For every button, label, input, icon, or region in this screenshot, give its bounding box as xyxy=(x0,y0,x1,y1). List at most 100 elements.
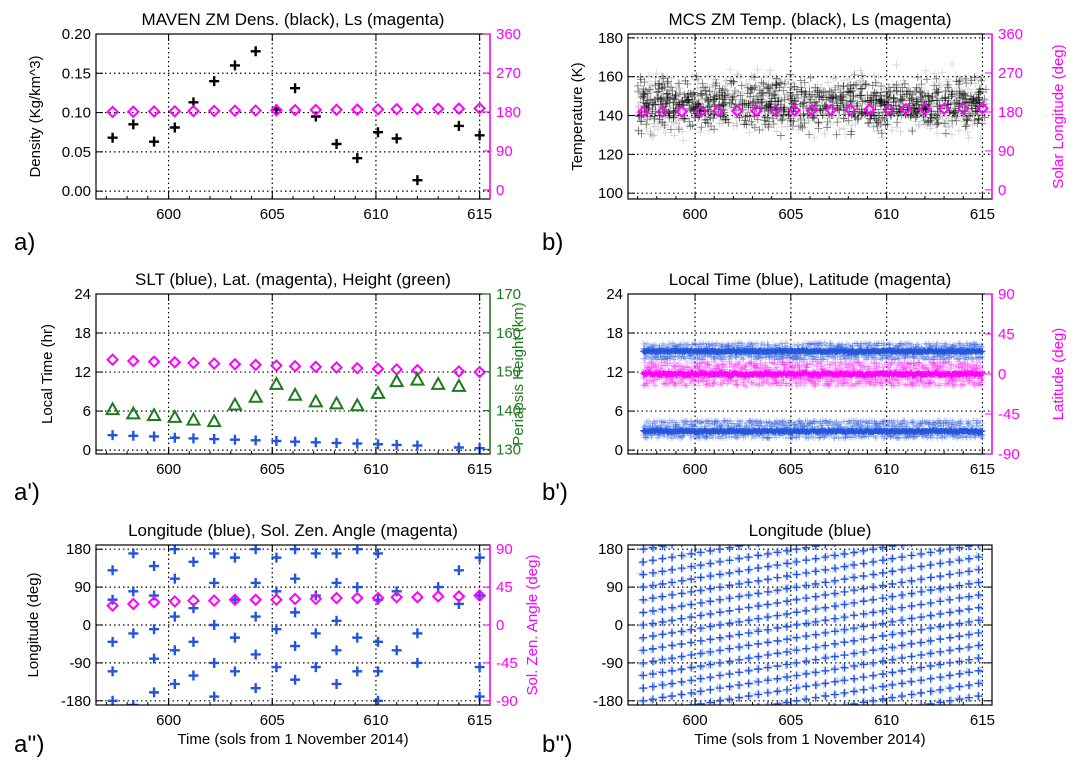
data-point xyxy=(310,437,321,448)
cloud-point xyxy=(961,122,970,131)
data-point xyxy=(206,413,222,428)
cloud-point xyxy=(665,111,674,120)
data-point xyxy=(268,376,285,390)
cloud-point xyxy=(829,74,838,83)
band-point xyxy=(738,339,745,346)
band-point xyxy=(710,356,717,363)
data-point xyxy=(149,136,160,147)
cloud-point xyxy=(950,112,959,121)
cloud-point xyxy=(683,92,692,101)
band-point xyxy=(694,354,701,361)
data-point xyxy=(453,442,464,453)
band-point xyxy=(674,342,681,349)
band-point xyxy=(744,341,751,348)
cloud-point xyxy=(922,75,931,84)
band-point xyxy=(687,355,694,362)
band-point xyxy=(723,343,730,350)
cloud-point xyxy=(745,128,754,137)
band-point xyxy=(779,354,786,361)
cloud-point xyxy=(721,81,730,90)
cloud-point xyxy=(975,115,984,124)
band xyxy=(640,339,986,363)
band-point xyxy=(693,342,700,349)
series xyxy=(106,101,487,119)
cloud-point xyxy=(847,127,856,136)
x-tick-label: 605 xyxy=(260,206,285,223)
cloud-point xyxy=(974,75,983,84)
cloud-point xyxy=(973,119,982,128)
band-point xyxy=(780,354,787,361)
data-point xyxy=(308,393,324,408)
cloud-point xyxy=(912,86,921,95)
band-point xyxy=(695,354,702,361)
data-point xyxy=(290,436,301,447)
cloud-point xyxy=(763,84,772,93)
cloud-point xyxy=(662,99,671,108)
cloud-point xyxy=(729,121,738,130)
band-point xyxy=(666,355,673,362)
cloud-point xyxy=(813,86,822,95)
cloud-point xyxy=(661,118,670,127)
cloud-point xyxy=(676,89,685,98)
band-point xyxy=(718,354,725,361)
cloud-point xyxy=(908,127,917,136)
band-point xyxy=(748,354,755,361)
cloud-point xyxy=(657,97,666,106)
cloud-point xyxy=(967,106,976,115)
cloud-point xyxy=(932,74,941,83)
band-point xyxy=(772,354,779,361)
cloud-point xyxy=(819,110,828,119)
cloud-point xyxy=(838,97,847,106)
band-point xyxy=(782,352,789,359)
band-point xyxy=(661,341,668,348)
band-point xyxy=(716,342,723,349)
band-point xyxy=(652,356,659,363)
band-point xyxy=(740,355,747,362)
data-point xyxy=(474,130,485,141)
data-point xyxy=(207,357,221,371)
cloud-point xyxy=(942,114,951,123)
cloud-point xyxy=(855,107,864,116)
band-point xyxy=(710,353,717,360)
y-tick-label: 0 xyxy=(83,442,91,459)
y-tick-label: 100 xyxy=(598,185,623,202)
band-point xyxy=(792,353,799,360)
cloud-point xyxy=(887,126,896,135)
band-point xyxy=(696,356,703,363)
cloud-point xyxy=(804,116,813,125)
cloud-point xyxy=(930,69,939,78)
data-point xyxy=(209,76,220,87)
band-point xyxy=(698,356,705,363)
cloud-point xyxy=(877,116,886,125)
cloud-point xyxy=(869,123,878,132)
cloud-point xyxy=(721,86,730,95)
band-point xyxy=(643,353,650,360)
cloud-point xyxy=(727,99,736,108)
band-point xyxy=(751,342,758,349)
cloud-point xyxy=(670,131,679,140)
data-point xyxy=(711,104,725,118)
cloud-point xyxy=(812,97,821,106)
cloud-point xyxy=(672,90,681,99)
cloud-point xyxy=(786,114,795,123)
cloud-point xyxy=(837,92,846,101)
band-point xyxy=(666,353,673,360)
cloud-point xyxy=(874,73,883,82)
cloud-point xyxy=(964,133,973,142)
cloud-point xyxy=(755,90,764,99)
data-point xyxy=(187,104,200,118)
cloud-point xyxy=(723,115,732,124)
band-point xyxy=(664,354,671,361)
cloud-point xyxy=(751,73,760,82)
cloud-point xyxy=(966,111,975,120)
cloud-point xyxy=(841,130,850,139)
data-point xyxy=(409,371,426,386)
band-point xyxy=(647,343,654,350)
data-point xyxy=(350,103,364,116)
band-point xyxy=(689,341,696,348)
cloud-point xyxy=(955,77,964,86)
cloud-point xyxy=(664,82,673,91)
data-point xyxy=(228,104,242,118)
cloud-point xyxy=(765,88,774,97)
cloud-point xyxy=(940,119,949,128)
